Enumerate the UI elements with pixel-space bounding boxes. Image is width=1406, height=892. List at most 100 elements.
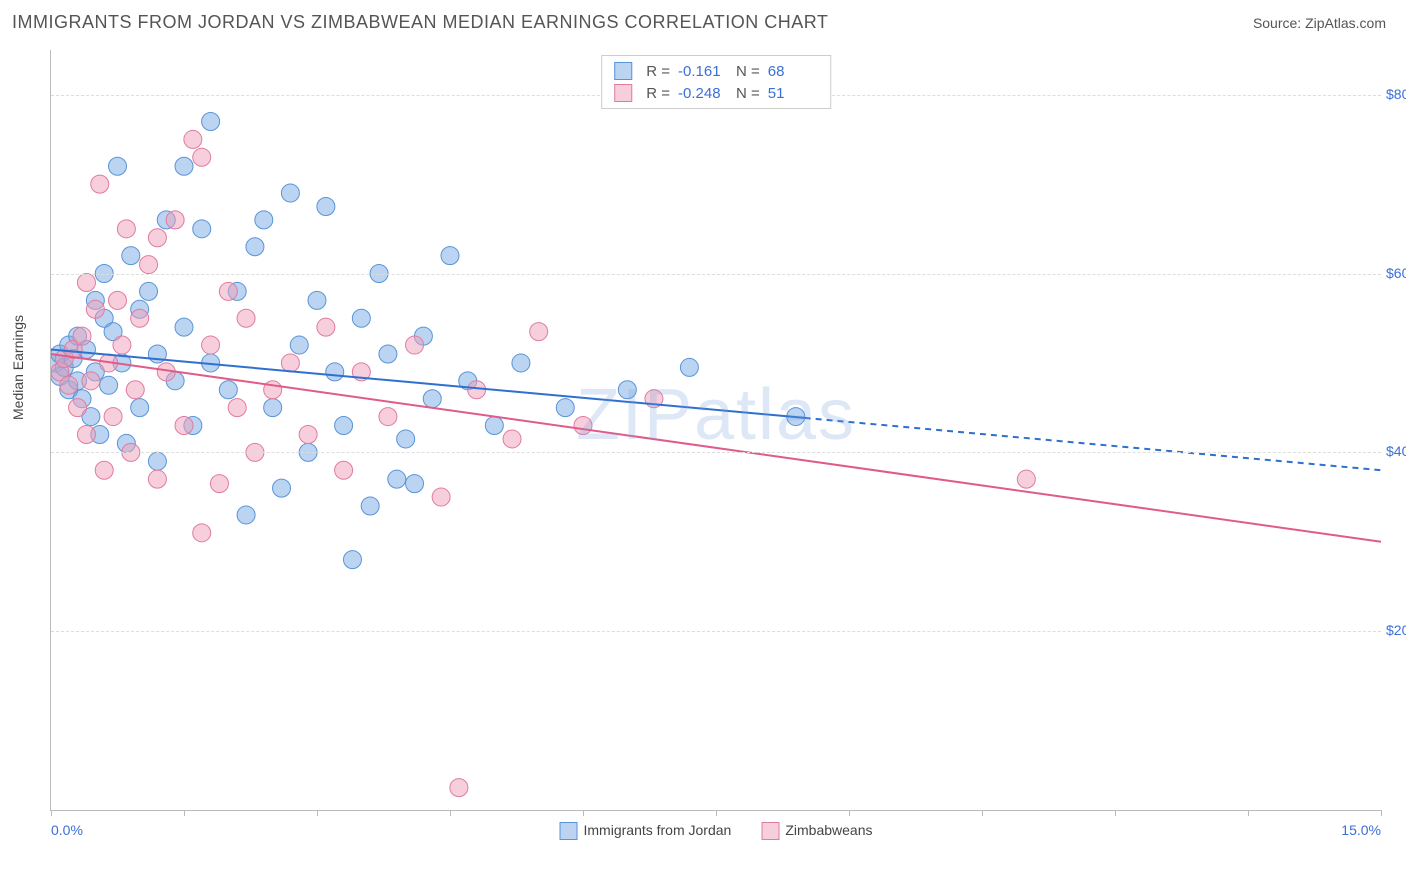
bottom-legend: Immigrants from Jordan Zimbabweans: [560, 822, 873, 840]
scatter-point: [273, 479, 291, 497]
scatter-point: [193, 148, 211, 166]
scatter-point: [117, 220, 135, 238]
x-tick: [1248, 810, 1249, 816]
scatter-point: [299, 425, 317, 443]
scatter-point: [131, 399, 149, 417]
scatter-point: [485, 417, 503, 435]
x-tick: [51, 810, 52, 816]
scatter-point: [450, 779, 468, 797]
stats-swatch-0: [614, 62, 632, 80]
x-tick: [982, 810, 983, 816]
scatter-point: [281, 354, 299, 372]
scatter-point: [468, 381, 486, 399]
stats-row-series-0: R = -0.161 N = 68: [614, 60, 818, 82]
header-bar: IMMIGRANTS FROM JORDAN VS ZIMBABWEAN MED…: [0, 0, 1406, 41]
scatter-point: [104, 408, 122, 426]
x-tick: [317, 810, 318, 816]
trend-line-dashed: [805, 418, 1381, 470]
scatter-point: [175, 318, 193, 336]
scatter-point: [219, 282, 237, 300]
scatter-point: [335, 417, 353, 435]
scatter-point: [264, 399, 282, 417]
scatter-point: [166, 211, 184, 229]
scatter-point: [82, 372, 100, 390]
scatter-point: [530, 323, 548, 341]
scatter-point: [60, 376, 78, 394]
x-axis-end-label: 15.0%: [1341, 822, 1381, 838]
scatter-point: [397, 430, 415, 448]
legend-swatch-1: [761, 822, 779, 840]
legend-swatch-0: [560, 822, 578, 840]
gridline: [51, 452, 1381, 453]
scatter-point: [317, 197, 335, 215]
scatter-point: [210, 475, 228, 493]
y-tick-label: $60,000: [1386, 265, 1406, 281]
scatter-point: [122, 247, 140, 265]
scatter-point: [113, 336, 131, 354]
legend-item-0: Immigrants from Jordan: [560, 822, 732, 840]
scatter-point: [1017, 470, 1035, 488]
x-tick: [450, 810, 451, 816]
source-attribution: Source: ZipAtlas.com: [1253, 15, 1386, 31]
scatter-point: [219, 381, 237, 399]
scatter-point: [202, 113, 220, 131]
scatter-point: [148, 470, 166, 488]
scatter-point: [91, 175, 109, 193]
x-tick: [1115, 810, 1116, 816]
scatter-point: [228, 399, 246, 417]
scatter-plot-svg: [51, 50, 1381, 810]
scatter-point: [441, 247, 459, 265]
scatter-point: [193, 220, 211, 238]
scatter-point: [175, 157, 193, 175]
y-tick-label: $40,000: [1386, 443, 1406, 459]
scatter-point: [184, 130, 202, 148]
stats-row-series-1: R = -0.248 N = 51: [614, 82, 818, 104]
scatter-point: [361, 497, 379, 515]
scatter-point: [109, 291, 127, 309]
x-tick: [1381, 810, 1382, 816]
legend-item-1: Zimbabweans: [761, 822, 872, 840]
scatter-point: [343, 551, 361, 569]
scatter-point: [618, 381, 636, 399]
scatter-point: [432, 488, 450, 506]
scatter-point: [193, 524, 211, 542]
scatter-point: [406, 475, 424, 493]
x-tick: [184, 810, 185, 816]
scatter-point: [574, 417, 592, 435]
y-tick-label: $80,000: [1386, 86, 1406, 102]
scatter-point: [335, 461, 353, 479]
scatter-point: [556, 399, 574, 417]
y-tick-label: $20,000: [1386, 622, 1406, 638]
scatter-point: [202, 336, 220, 354]
scatter-point: [308, 291, 326, 309]
scatter-point: [246, 238, 264, 256]
scatter-point: [77, 425, 95, 443]
scatter-point: [423, 390, 441, 408]
scatter-point: [175, 417, 193, 435]
gridline: [51, 631, 1381, 632]
scatter-point: [86, 300, 104, 318]
scatter-point: [95, 461, 113, 479]
scatter-point: [237, 309, 255, 327]
scatter-point: [317, 318, 335, 336]
scatter-point: [281, 184, 299, 202]
scatter-point: [379, 345, 397, 363]
scatter-point: [379, 408, 397, 426]
scatter-point: [77, 273, 95, 291]
chart-plot-area: ZIPatlas R = -0.161 N = 68 R = -0.248 N …: [50, 50, 1381, 811]
scatter-point: [503, 430, 521, 448]
x-tick: [716, 810, 717, 816]
scatter-point: [69, 399, 87, 417]
x-axis-start-label: 0.0%: [51, 822, 83, 838]
x-tick: [583, 810, 584, 816]
correlation-stats-box: R = -0.161 N = 68 R = -0.248 N = 51: [601, 55, 831, 109]
scatter-point: [352, 309, 370, 327]
scatter-point: [131, 309, 149, 327]
gridline: [51, 274, 1381, 275]
scatter-point: [406, 336, 424, 354]
stats-swatch-1: [614, 84, 632, 102]
scatter-point: [680, 358, 698, 376]
scatter-point: [388, 470, 406, 488]
scatter-point: [326, 363, 344, 381]
scatter-point: [290, 336, 308, 354]
